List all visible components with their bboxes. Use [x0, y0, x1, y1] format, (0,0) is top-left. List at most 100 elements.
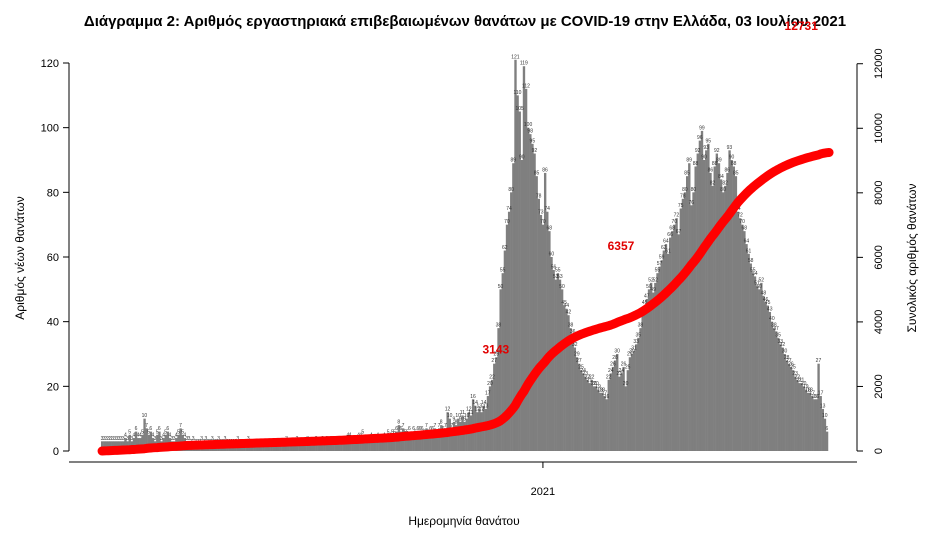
- bar-value-label: 86: [725, 167, 731, 173]
- bar: [535, 176, 538, 452]
- bar-value-label: 93: [727, 145, 733, 151]
- bar: [694, 166, 697, 451]
- bar-value-label: 85: [684, 171, 690, 177]
- bar: [766, 305, 769, 451]
- bar: [567, 315, 570, 451]
- bar: [791, 370, 795, 451]
- cumulative-value-label: 12731: [785, 19, 819, 33]
- bar-value-label: 5: [156, 429, 159, 435]
- bar: [649, 282, 653, 451]
- bar-value-label: 3: [103, 436, 106, 442]
- bar: [696, 153, 699, 451]
- bar-value-label: 54: [752, 271, 758, 277]
- bar-value-label: 28: [612, 355, 618, 361]
- bar-value-label: 29: [494, 352, 500, 358]
- bar-value-label: 73: [538, 209, 544, 215]
- y-axis-label-right: Συνολικός αριθμός θανάτων: [905, 183, 919, 332]
- bar-value-label: 92: [695, 148, 701, 154]
- bar-value-label: 67: [676, 229, 682, 235]
- bar: [359, 438, 362, 451]
- bar-value-label: 14: [472, 400, 478, 406]
- bar: [257, 444, 261, 451]
- x-axis-label: Ημερομηνία θανάτου: [408, 514, 519, 528]
- bar-value-label: 4: [162, 433, 165, 439]
- bar: [253, 444, 256, 451]
- bar-value-label: 35: [636, 332, 642, 338]
- bar: [404, 434, 407, 451]
- bar: [698, 140, 702, 451]
- bar-value-label: 57: [657, 261, 663, 267]
- bar-value-label: 51: [754, 281, 760, 287]
- bar: [380, 441, 384, 451]
- bar-value-label: 70: [504, 219, 510, 225]
- bar: [669, 237, 672, 451]
- bar-value-label: 3: [224, 436, 227, 442]
- bar-value-label: 10: [447, 413, 453, 419]
- bar-value-label: 55: [655, 268, 661, 274]
- bar-value-label: 88: [731, 161, 737, 167]
- bar-value-label: 27: [491, 358, 497, 364]
- bar-value-label: 38: [771, 323, 777, 329]
- bar: [537, 198, 540, 451]
- bar-value-label: 6: [826, 426, 829, 432]
- bar-value-label: 37: [773, 326, 779, 332]
- bar-value-label: 5: [361, 429, 364, 435]
- bar: [270, 444, 273, 451]
- bar: [249, 444, 252, 451]
- bar-value-label: 30: [629, 349, 635, 355]
- bar: [465, 418, 468, 451]
- bar-value-label: 4: [137, 433, 140, 439]
- bar-value-label: 3: [111, 436, 114, 442]
- bar: [105, 441, 108, 451]
- bar: [732, 166, 735, 451]
- bar-value-label: 7: [438, 423, 441, 429]
- bar-value-label: 3: [192, 436, 195, 442]
- bar-value-label: 3: [122, 436, 125, 442]
- bar-value-label: 10: [464, 413, 470, 419]
- bar-value-label: 6: [419, 426, 422, 432]
- bar-value-label: 68: [546, 226, 552, 232]
- bar: [251, 444, 254, 451]
- bar: [603, 396, 606, 451]
- bar: [442, 431, 445, 451]
- bar-value-label: 96: [697, 135, 703, 141]
- bar: [315, 441, 318, 451]
- bar: [715, 153, 719, 451]
- bar: [145, 428, 148, 451]
- bar-value-label: 43: [767, 306, 773, 312]
- bar: [391, 434, 394, 451]
- bar: [147, 434, 150, 451]
- bar: [459, 421, 462, 451]
- bar-value-label: 88: [712, 161, 718, 167]
- y-tick-label-right: 0: [873, 448, 885, 454]
- bar-value-label: 89: [686, 158, 692, 164]
- bar-value-label: 3: [173, 436, 176, 442]
- bar-value-label: 22: [606, 374, 612, 380]
- bar: [728, 150, 731, 452]
- bar: [319, 444, 322, 451]
- bar-value-label: 92: [714, 148, 720, 154]
- bar: [281, 444, 284, 451]
- bar: [416, 431, 420, 451]
- bar-value-label: 90: [701, 155, 707, 161]
- bar: [141, 434, 144, 451]
- bar-value-label: 74: [544, 206, 550, 212]
- bar: [584, 376, 587, 451]
- bar: [768, 311, 772, 451]
- bar: [639, 328, 642, 451]
- bar-value-label: 11: [468, 410, 473, 416]
- bar-value-label: 30: [782, 349, 788, 355]
- bar-value-label: 90: [519, 155, 525, 161]
- bar: [338, 444, 341, 451]
- bar-value-label: 45: [642, 300, 648, 306]
- bar-value-label: 28: [784, 355, 790, 361]
- bar: [664, 244, 668, 451]
- bar: [616, 354, 619, 451]
- bar-value-label: 72: [737, 213, 743, 219]
- bar-value-label: 7: [444, 423, 447, 429]
- bar: [654, 282, 657, 451]
- bar-value-label: 3: [126, 436, 129, 442]
- bar: [128, 434, 131, 451]
- bar-value-label: 17: [602, 391, 608, 397]
- bar: [660, 260, 663, 451]
